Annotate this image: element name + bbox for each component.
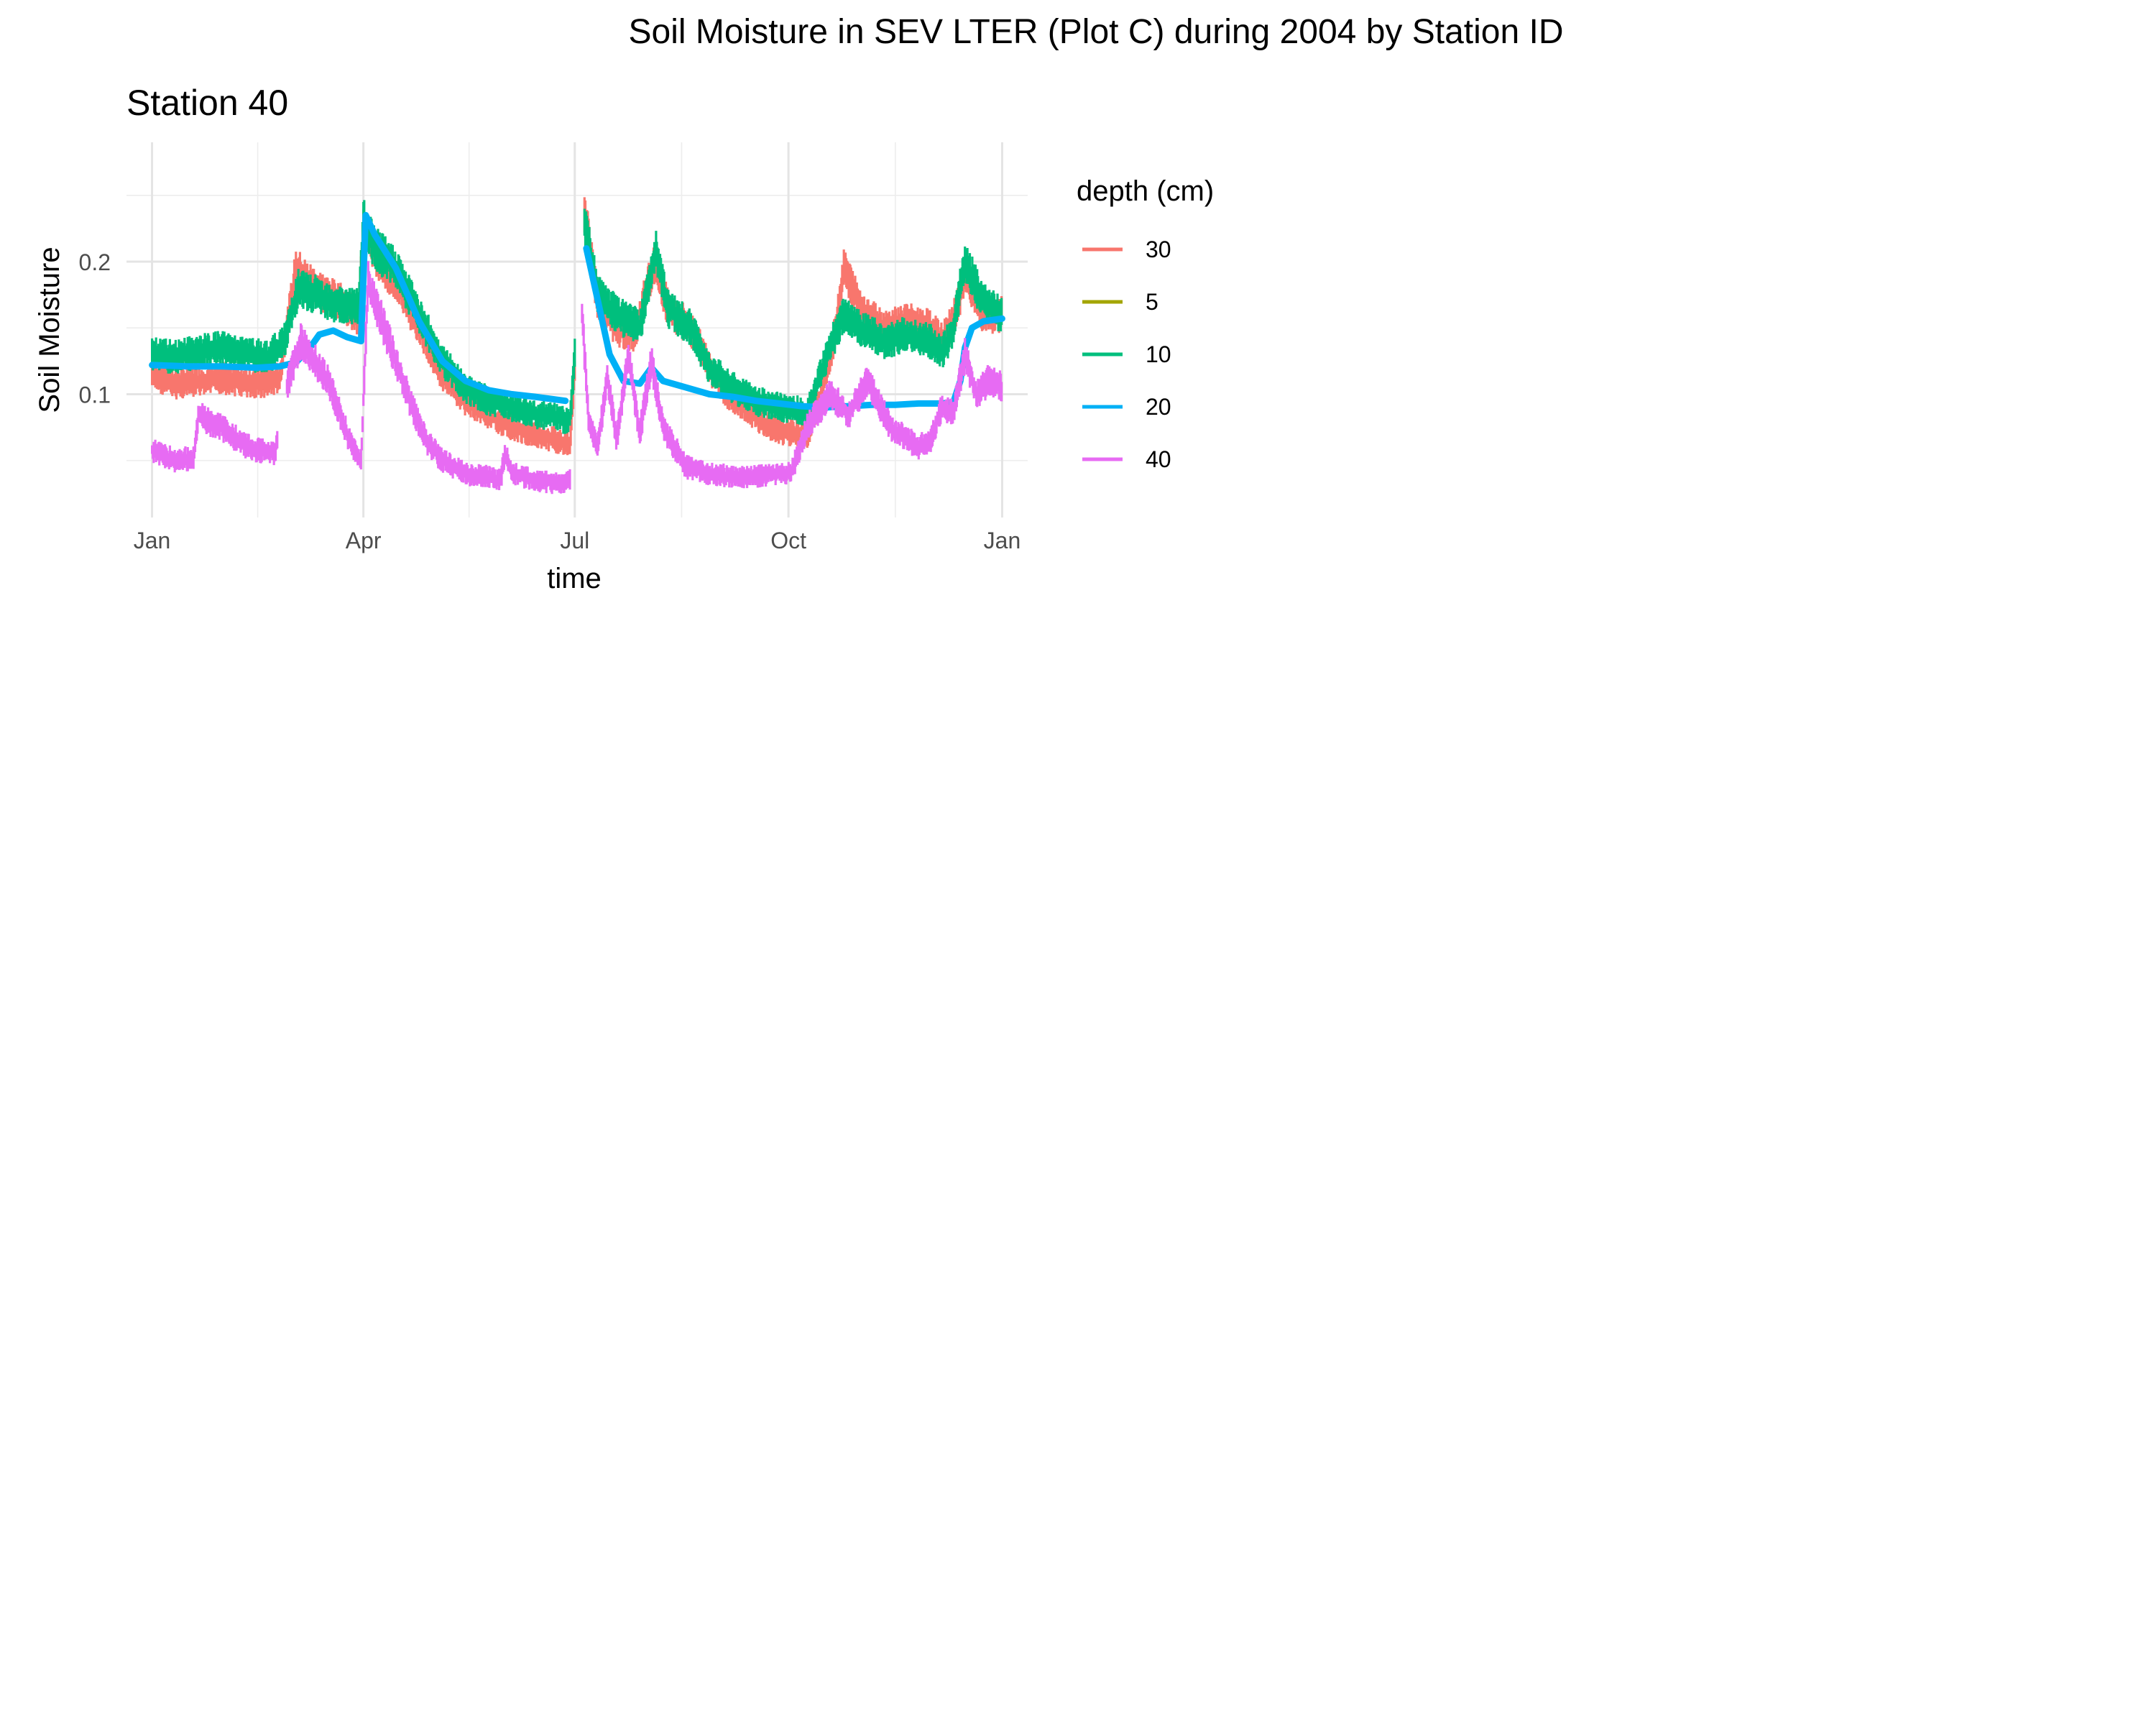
legend-entries: 30 5 10 20 40 <box>1082 236 1171 472</box>
legend-label-5: 5 <box>1146 289 1158 315</box>
y-tick-label: 0.2 <box>79 249 111 275</box>
x-tick-label: Jan <box>984 528 1021 553</box>
legend: depth (cm) 30 5 10 20 40 <box>1077 175 1214 472</box>
legend-title: depth (cm) <box>1077 175 1214 207</box>
series-40 <box>151 261 1003 494</box>
plot-panel <box>126 142 1028 518</box>
series-20-line <box>149 211 569 405</box>
legend-label-40: 40 <box>1146 446 1171 472</box>
legend-entry-20: 20 <box>1082 394 1171 420</box>
legend-label-10: 10 <box>1146 341 1171 367</box>
x-tick-label: Apr <box>346 528 382 553</box>
y-tick-label: 0.1 <box>79 382 111 408</box>
y-axis-title: Soil Moisture <box>34 247 65 413</box>
legend-label-20: 20 <box>1146 394 1171 420</box>
series-layer <box>149 197 1005 494</box>
y-axis: 0.1 0.2 <box>79 249 111 408</box>
panel-title: Station 40 <box>126 83 288 123</box>
x-tick-label: Jul <box>560 528 589 553</box>
x-tick-label: Oct <box>770 528 806 553</box>
legend-entry-10: 10 <box>1082 341 1171 367</box>
legend-entry-40: 40 <box>1082 446 1171 472</box>
legend-entry-5: 5 <box>1082 289 1158 315</box>
legend-entry-30: 30 <box>1082 236 1171 262</box>
legend-label-30: 30 <box>1146 236 1171 262</box>
x-tick-label: Jan <box>134 528 171 553</box>
x-axis-title: time <box>547 563 602 594</box>
x-axis: Jan Apr Jul Oct Jan <box>134 528 1021 553</box>
series-40-readings <box>151 261 1003 494</box>
figure-title: Soil Moisture in SEV LTER (Plot C) durin… <box>628 13 1563 51</box>
